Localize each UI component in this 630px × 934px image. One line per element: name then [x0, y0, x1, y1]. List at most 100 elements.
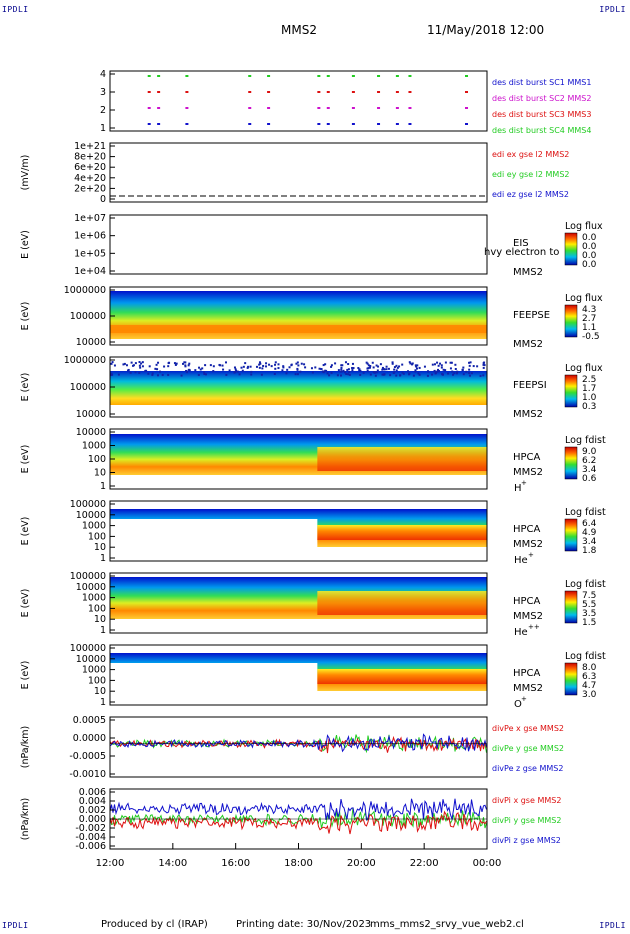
spectrogram-speckle — [437, 364, 440, 367]
spectrogram-speckle — [148, 365, 151, 368]
spectrogram-speckle — [140, 362, 143, 365]
species-charge: + — [521, 479, 527, 487]
burst-marker — [317, 75, 321, 77]
y-tick-label: 10000 — [76, 409, 106, 420]
burst-marker — [185, 123, 189, 125]
spectrogram-speckle — [436, 370, 439, 373]
spectrogram-gap — [110, 663, 318, 691]
spectrogram-speckle — [330, 365, 333, 368]
y-tick-label: 1 — [100, 481, 106, 492]
instrument-label: FEEPSE — [513, 310, 550, 321]
spacecraft-label: MMS2 — [513, 683, 543, 694]
spectrogram-speckle — [406, 370, 409, 373]
instrument-label: HPCA — [513, 452, 541, 463]
footer-filename: mms_mms2_srvy_vue_web2.cl — [370, 919, 524, 930]
spectrogram-speckle — [111, 361, 114, 364]
spectrogram-speckle — [340, 364, 343, 367]
burst-marker — [248, 107, 252, 109]
spectrogram-band — [110, 325, 487, 333]
spectrogram-speckle — [156, 374, 159, 377]
spectrogram-speckle — [366, 362, 369, 365]
colorbar-tick-label: 0.0 — [582, 251, 597, 261]
spectrogram-speckle — [462, 366, 465, 369]
spectrogram-speckle — [375, 364, 378, 367]
spectrogram-speckle — [182, 362, 185, 365]
spectrogram-speckle — [396, 366, 399, 369]
spectrogram-speckle — [461, 368, 464, 371]
y-tick-label: 10000 — [76, 510, 106, 521]
burst-marker — [465, 107, 469, 109]
y-axis-label: E (eV) — [20, 661, 31, 690]
y-tick-label: 10 — [94, 542, 106, 553]
spectrogram-speckle — [343, 371, 346, 374]
spectrogram-speckle — [322, 371, 325, 374]
burst-marker — [185, 91, 189, 93]
spectrogram-speckle — [314, 366, 317, 369]
y-tick-label: 10 — [94, 686, 106, 697]
spectrogram-speckle — [155, 363, 158, 366]
burst-marker — [248, 123, 252, 125]
spectrogram-speckle — [416, 364, 419, 367]
y-tick-label: 100 — [88, 675, 106, 686]
spacecraft-label: MMS2 — [513, 467, 543, 478]
spectrogram-speckle — [408, 361, 411, 364]
spectrogram-speckle — [228, 369, 231, 372]
spectrogram-speckle — [455, 372, 458, 375]
spectrogram-speckle — [415, 367, 418, 370]
spectrogram-speckle — [300, 362, 303, 365]
spectrogram-speckle — [365, 361, 368, 364]
panel-frame — [109, 572, 488, 634]
y-tick-label: 2 — [100, 105, 106, 116]
spectrogram-speckle — [304, 366, 307, 369]
panel-frame — [109, 716, 488, 778]
legend-entry: divPe y gse MMS2 — [492, 744, 564, 753]
y-tick-label: 1 — [100, 697, 106, 708]
legend-entry: des dist burst SC2 MMS2 — [492, 94, 591, 103]
corner-label-top-right: IPDLI — [599, 5, 626, 14]
legend-entry: divPi z gse MMS2 — [492, 836, 561, 845]
x-tick-label: 00:00 — [473, 858, 502, 869]
spectrogram-speckle — [414, 369, 417, 372]
spectrogram-speckle — [123, 362, 126, 365]
y-axis-label: E (eV) — [20, 445, 31, 474]
spectrogram-speckle — [372, 366, 375, 369]
colorbar — [564, 232, 578, 266]
spectrogram-speckle — [454, 368, 457, 371]
legend-entry: divPe x gse MMS2 — [492, 724, 564, 733]
y-tick-label: 1000000 — [64, 355, 106, 366]
spectrogram-speckle — [225, 373, 228, 376]
y-tick-label: 1 — [100, 625, 106, 636]
spectrogram-speckle — [132, 364, 135, 367]
spectrogram-speckle — [274, 367, 277, 370]
legend-entry: des dist burst SC1 MMS1 — [492, 78, 591, 87]
spectrogram-speckle — [423, 365, 426, 368]
y-tick-label: 100 — [88, 454, 106, 465]
spectrogram-speckle — [184, 364, 187, 367]
spectrogram-speckle — [117, 373, 120, 376]
spectrogram-speckle — [238, 373, 241, 376]
colorbar-tick-label: 4.3 — [582, 305, 596, 315]
colorbar — [564, 446, 578, 480]
panel-eis: 1e+07 1e+06 1e+05 1e+04 E (eV) EIS MMS2 hvy ele… — [20, 213, 603, 278]
spectrogram-speckle — [138, 361, 141, 364]
burst-marker — [157, 91, 161, 93]
burst-marker — [408, 75, 412, 77]
spectrogram-speckle — [285, 372, 288, 375]
spectrogram-speckle — [412, 374, 415, 377]
spectrogram-speckle — [417, 372, 420, 375]
species-label: H — [514, 483, 522, 494]
spectrogram-speckle — [260, 373, 263, 376]
spacecraft-label: MMS2 — [513, 611, 543, 622]
spectrogram-speckle — [129, 371, 132, 374]
colorbar-title: Log flux — [565, 363, 603, 374]
spectrogram-speckle — [203, 373, 206, 376]
y-tick-label: 4 — [100, 69, 106, 80]
x-tick-label: 12:00 — [96, 858, 125, 869]
burst-marker — [377, 75, 381, 77]
colorbar — [564, 662, 578, 696]
overlay-label: hvy electron to — [484, 247, 559, 258]
legend-entry: divPe z gse MMS2 — [492, 764, 563, 773]
spectrogram-speckle — [326, 372, 329, 375]
spectrogram-speckle — [180, 374, 183, 377]
spectrogram-speckle — [374, 374, 377, 377]
